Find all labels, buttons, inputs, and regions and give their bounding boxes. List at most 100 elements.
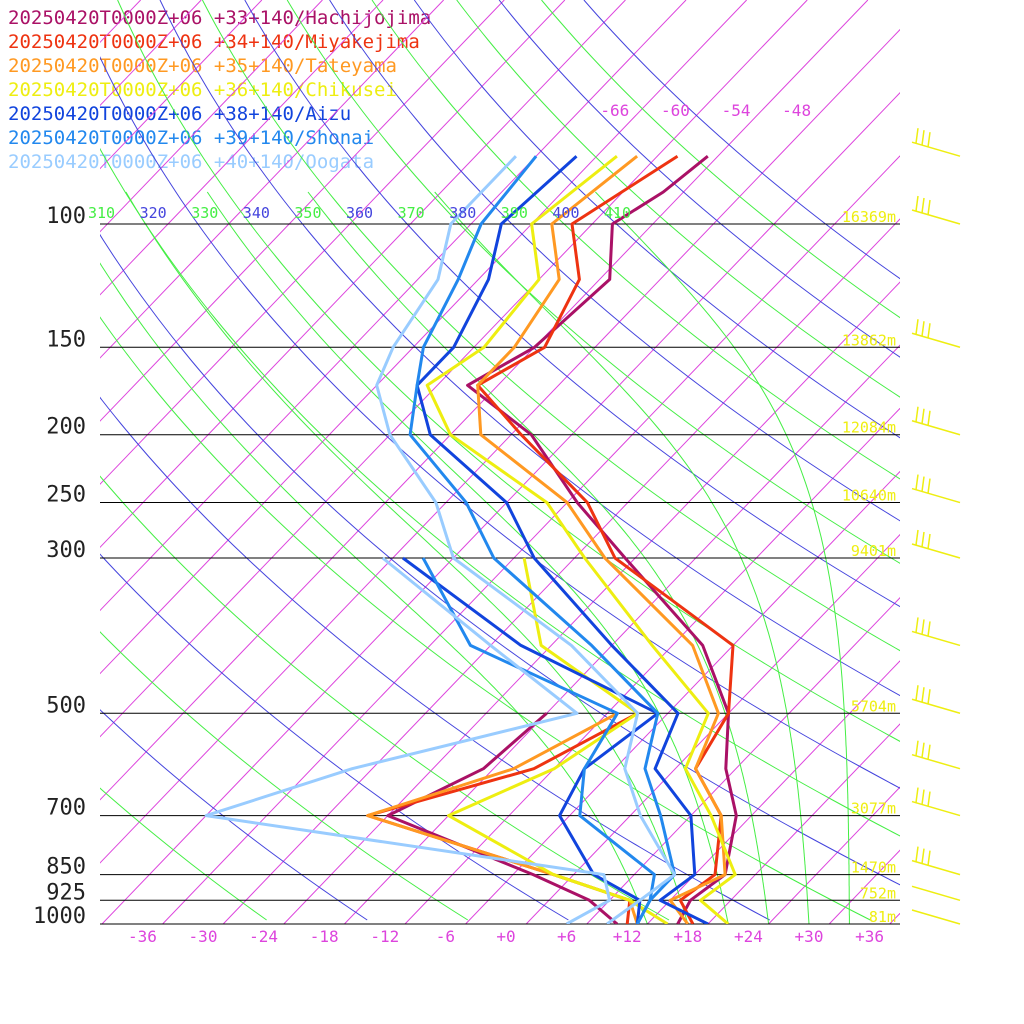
- height-label: 3077m: [851, 800, 896, 818]
- temperature-tick-label: +18: [673, 927, 702, 946]
- wind-barb-flag: [927, 478, 931, 494]
- isotherm-line: [222, 218, 900, 924]
- dry-adiabat-line: [117, 0, 900, 742]
- isotherm-line: [707, 723, 900, 924]
- wind-barb: [911, 128, 961, 157]
- wind-barb: [911, 885, 961, 902]
- height-label: 10640m: [842, 487, 896, 505]
- dry-adiabat-line: [100, 709, 368, 921]
- dry-adiabat-line: [244, 0, 900, 608]
- dry-adiabat-line: [100, 553, 569, 921]
- wind-barb-flag: [915, 406, 919, 422]
- wind-barb-shaft: [911, 698, 961, 714]
- wind-barb: [911, 529, 961, 559]
- dry-adiabat-line: [371, 0, 900, 480]
- temperature-tick-label: +12: [613, 927, 642, 946]
- wind-barb: [911, 787, 961, 817]
- wind-barb-flag: [927, 744, 931, 760]
- legend-entry-chikusei: 20250420T0000Z+06 +36+140/Chikusei: [8, 79, 397, 101]
- isotherm-line: [100, 0, 263, 170]
- dry-adiabat-line: [100, 631, 469, 921]
- temperature-tick-label: -6: [436, 927, 455, 946]
- temperature-tick-label: +0: [496, 927, 515, 946]
- height-label: 13862m: [842, 331, 896, 349]
- isotherm-line: [100, 28, 900, 864]
- dry-adiabat-line: [100, 787, 267, 921]
- dry-adiabat-line: [100, 56, 900, 789]
- theta-label: 330: [191, 204, 218, 222]
- temperature-tick-label: -18: [310, 927, 339, 946]
- wind-barb-flag: [927, 533, 931, 550]
- wind-barb-flag: [915, 617, 919, 633]
- isotherm-line: [100, 0, 202, 107]
- theta-label: 400: [552, 204, 579, 222]
- wind-barb-shaft: [911, 209, 961, 225]
- wind-barb-flag: [927, 689, 931, 705]
- dry-adiabat-line: [286, 0, 900, 564]
- wind-barb-flag: [927, 850, 931, 866]
- temperature-tick-label: +24: [734, 927, 763, 946]
- pressure-label: 300: [46, 538, 86, 563]
- wind-barb-flag: [915, 319, 919, 335]
- temperature-line-2: [476, 155, 727, 924]
- axis-labels: 100 16369m 150 13862m 200 12084m 250 10640m 300 9…: [33, 101, 896, 946]
- isotherm-line: [100, 0, 748, 675]
- wind-barb-shaft: [911, 885, 961, 902]
- isotherm-line: [0, 0, 19, 924]
- moist-adiabat-line: [206, 191, 729, 924]
- moist-adiabat-line: [307, 191, 770, 924]
- wind-barb-flag: [915, 685, 919, 701]
- wind-barb-shaft: [911, 420, 961, 436]
- isotherm-line: [100, 0, 626, 549]
- wind-barb-shaft: [911, 332, 961, 348]
- isotherm-line: [100, 0, 808, 738]
- isotherm-line: [100, 0, 384, 296]
- wind-barb-flag: [927, 132, 931, 148]
- wind-barb: [911, 406, 961, 436]
- wind-barbs: [911, 128, 961, 925]
- height-label: 752m: [860, 884, 896, 902]
- theta-label: 310: [88, 204, 115, 222]
- wind-barb-flag: [921, 848, 925, 864]
- height-label: 12084m: [842, 419, 896, 437]
- isotherm-top-label: -66: [600, 101, 629, 120]
- theta-label: 380: [449, 204, 476, 222]
- wind-barb-flag: [921, 789, 925, 805]
- wind-barb: [911, 474, 961, 504]
- theta-label: 410: [604, 204, 631, 222]
- dewpoint-line-5: [421, 557, 656, 924]
- isotherm-line: [525, 533, 900, 924]
- wind-barb-flag: [915, 740, 919, 756]
- temperature-tick-label: -24: [249, 927, 278, 946]
- dry-adiabat-line: [541, 0, 900, 319]
- isotherm-line: [586, 597, 900, 924]
- dry-adiabat-line: [413, 0, 900, 439]
- pressure-label: 700: [46, 796, 86, 821]
- temperature-tick-label: -12: [370, 927, 399, 946]
- dry-adiabat-line: [498, 0, 900, 358]
- temperature-line-3: [425, 155, 737, 924]
- wind-barb-flag: [921, 321, 925, 337]
- theta-label: 320: [140, 204, 167, 222]
- wind-barb: [911, 740, 961, 770]
- legend-entry-aizu: 20250420T0000Z+06 +38+140/Aizu: [8, 103, 352, 125]
- isotherm-line: [100, 0, 323, 233]
- dewpoint-line-6: [204, 556, 612, 924]
- isotherm-line: [100, 0, 566, 485]
- wind-barb-shaft: [911, 909, 961, 925]
- dry-adiabat-line: [159, 0, 900, 697]
- isotherm-line: [100, 0, 445, 359]
- temperature-tick-label: -30: [189, 927, 218, 946]
- isotherm-line: [100, 0, 505, 422]
- pressure-label: 1000: [33, 904, 86, 929]
- isotherm-line: [950, 0, 1024, 924]
- wind-barb-shaft: [911, 141, 961, 157]
- pressure-label: 250: [46, 483, 86, 508]
- theta-label: 370: [398, 204, 425, 222]
- dry-adiabat-line: [583, 0, 900, 280]
- wind-barb-flag: [921, 197, 925, 214]
- moist-adiabat-line: [125, 191, 689, 924]
- pressure-label: 925: [46, 880, 86, 905]
- wind-barb: [911, 685, 961, 714]
